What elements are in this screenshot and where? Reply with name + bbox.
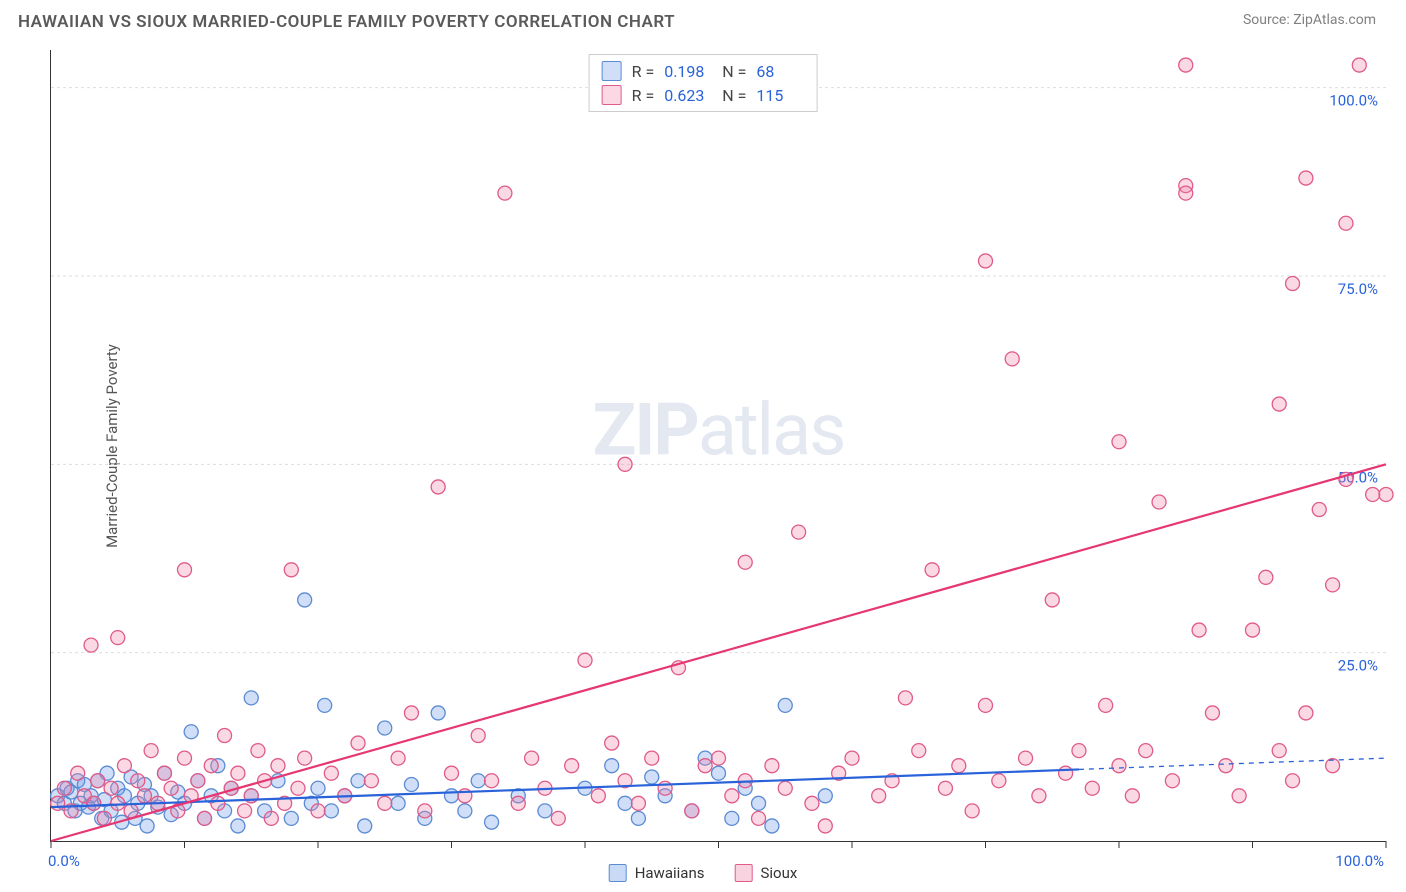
- n-value: 115: [756, 86, 804, 105]
- legend-swatch-icon: [602, 85, 622, 105]
- x-axis-start-label: 0.0%: [48, 852, 80, 870]
- source-attribution: Source: ZipAtlas.com: [1243, 12, 1376, 28]
- n-label: N =: [722, 86, 746, 105]
- correlation-legend: R = 0.198 N = 68 R = 0.623 N = 115: [589, 54, 818, 112]
- series-legend-item: Sioux: [734, 864, 797, 882]
- legend-swatch-icon: [602, 61, 622, 81]
- series-name: Sioux: [760, 864, 797, 882]
- svg-text:100.0%: 100.0%: [1329, 92, 1378, 110]
- n-label: N =: [722, 62, 746, 81]
- r-value: 0.623: [664, 86, 712, 105]
- legend-row: R = 0.623 N = 115: [602, 83, 805, 107]
- r-label: R =: [632, 86, 655, 105]
- x-axis-end-label: 100.0%: [1335, 852, 1384, 870]
- legend-swatch-icon: [734, 864, 752, 882]
- svg-text:75.0%: 75.0%: [1338, 280, 1378, 298]
- r-label: R =: [632, 62, 655, 81]
- chart-title: HAWAIIAN VS SIOUX MARRIED-COUPLE FAMILY …: [18, 12, 675, 32]
- legend-row: R = 0.198 N = 68: [602, 59, 805, 83]
- r-value: 0.198: [664, 62, 712, 81]
- n-value: 68: [756, 62, 804, 81]
- svg-text:25.0%: 25.0%: [1338, 657, 1378, 675]
- series-legend: Hawaiians Sioux: [609, 864, 798, 882]
- legend-swatch-icon: [609, 864, 627, 882]
- scatter-plot-svg: 25.0%50.0%75.0%100.0%: [51, 50, 1386, 841]
- chart-plot-area: 25.0%50.0%75.0%100.0% ZIPatlas: [50, 50, 1386, 842]
- series-name: Hawaiians: [635, 864, 705, 882]
- series-legend-item: Hawaiians: [609, 864, 705, 882]
